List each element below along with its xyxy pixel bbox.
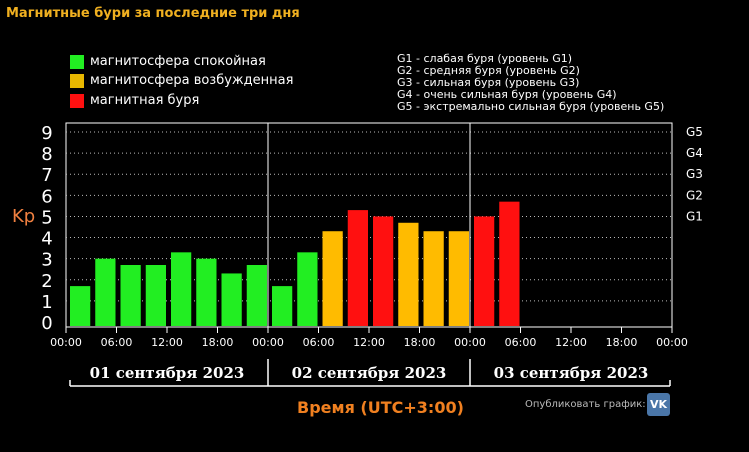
day-label: 03 сентября 2023 [494, 364, 649, 382]
page-title: Магнитные бури за последние три дня [6, 6, 300, 21]
bar [474, 216, 495, 326]
legend-label-active: магнитосфера возбужденная [90, 73, 294, 88]
g-tick-label: G4 [686, 146, 703, 160]
y-tick-label: 0 [41, 313, 52, 334]
x-tick-label: 00:00 [454, 336, 486, 349]
bar [246, 265, 267, 326]
x-axis-title: Время (UTC+3:00) [297, 398, 464, 417]
x-tick-label: 06:00 [505, 336, 537, 349]
g-level-g4: G4 - очень сильная буря (уровень G4) [397, 88, 617, 101]
x-tick-label: 18:00 [404, 336, 436, 349]
y-tick-label: 4 [41, 229, 52, 250]
x-tick-label: 12:00 [151, 336, 183, 349]
x-tick-label: 00:00 [252, 336, 284, 349]
bar [171, 252, 192, 326]
x-tick-label: 18:00 [202, 336, 234, 349]
g-tick-label: G5 [686, 125, 703, 139]
bar [499, 201, 520, 326]
bar [423, 231, 444, 326]
y-tick-label: 6 [41, 186, 52, 207]
bar [196, 258, 217, 326]
y-tick-label: 8 [41, 144, 52, 165]
bar [145, 265, 166, 326]
g-tick-label: G1 [686, 209, 703, 223]
legend-label-storm: магнитная буря [90, 93, 200, 108]
day-label: 01 сентября 2023 [90, 364, 245, 382]
x-tick-label: 12:00 [555, 336, 587, 349]
vk-share-button[interactable]: VK [647, 393, 670, 416]
y-tick-label: 7 [41, 165, 52, 186]
bar [120, 265, 141, 326]
bar [322, 231, 343, 326]
y-tick-label: 9 [41, 123, 52, 144]
legend-label-quiet: магнитосфера спокойная [90, 54, 266, 69]
y-axis-label: Kp [12, 206, 36, 227]
bar [398, 222, 419, 326]
bar [448, 231, 469, 326]
bar [347, 210, 368, 326]
y-tick-label: 1 [41, 292, 52, 313]
x-tick-label: 00:00 [50, 336, 82, 349]
legend-swatch-active [70, 74, 84, 88]
bar [297, 252, 318, 326]
legend-swatch-quiet [70, 55, 84, 69]
g-level-g2: G2 - средняя буря (уровень G2) [397, 64, 580, 77]
y-tick-label: 5 [41, 207, 52, 228]
x-tick-label: 12:00 [353, 336, 385, 349]
g-level-g5: G5 - экстремально сильная буря (уровень … [397, 100, 665, 113]
legend-swatch-storm [70, 94, 84, 108]
x-tick-label: 06:00 [101, 336, 133, 349]
g-level-g1: G1 - слабая буря (уровень G1) [397, 52, 573, 65]
y-tick-label: 3 [41, 250, 52, 271]
bar [373, 216, 394, 326]
bar [272, 286, 293, 326]
day-label: 02 сентября 2023 [292, 364, 447, 382]
g-tick-label: G2 [686, 188, 703, 202]
bar [70, 286, 91, 326]
g-level-g3: G3 - сильная буря (уровень G3) [397, 76, 580, 89]
x-tick-label: 06:00 [303, 336, 335, 349]
bar [95, 258, 116, 326]
x-tick-label: 18:00 [606, 336, 638, 349]
x-tick-label: 00:00 [656, 336, 688, 349]
bar [221, 273, 242, 326]
y-tick-label: 2 [41, 271, 52, 292]
publish-label: Опубликовать график: [525, 399, 646, 410]
g-tick-label: G3 [686, 167, 703, 181]
